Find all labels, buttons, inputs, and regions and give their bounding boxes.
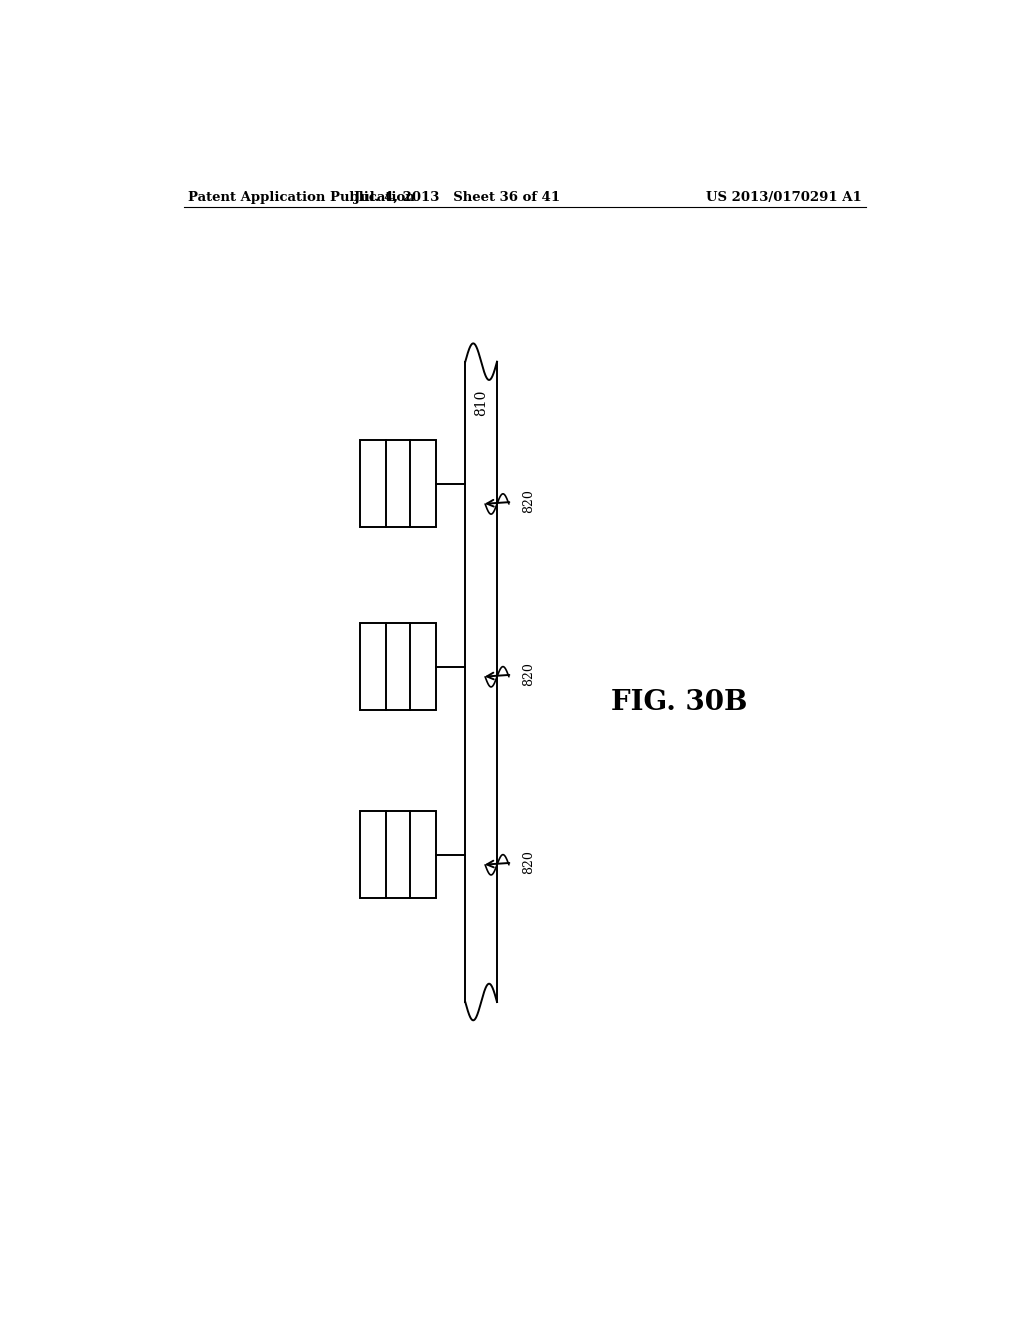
Bar — [360, 812, 435, 898]
Text: 820: 820 — [522, 661, 536, 685]
Text: 820: 820 — [522, 488, 536, 513]
Text: 820: 820 — [522, 850, 536, 874]
Bar — [360, 623, 435, 710]
Bar — [360, 441, 435, 527]
Text: US 2013/0170291 A1: US 2013/0170291 A1 — [707, 190, 862, 203]
Text: Jul. 4, 2013   Sheet 36 of 41: Jul. 4, 2013 Sheet 36 of 41 — [354, 190, 560, 203]
Text: FIG. 30B: FIG. 30B — [611, 689, 748, 715]
Text: Patent Application Publication: Patent Application Publication — [187, 190, 415, 203]
Text: 810: 810 — [474, 389, 488, 416]
